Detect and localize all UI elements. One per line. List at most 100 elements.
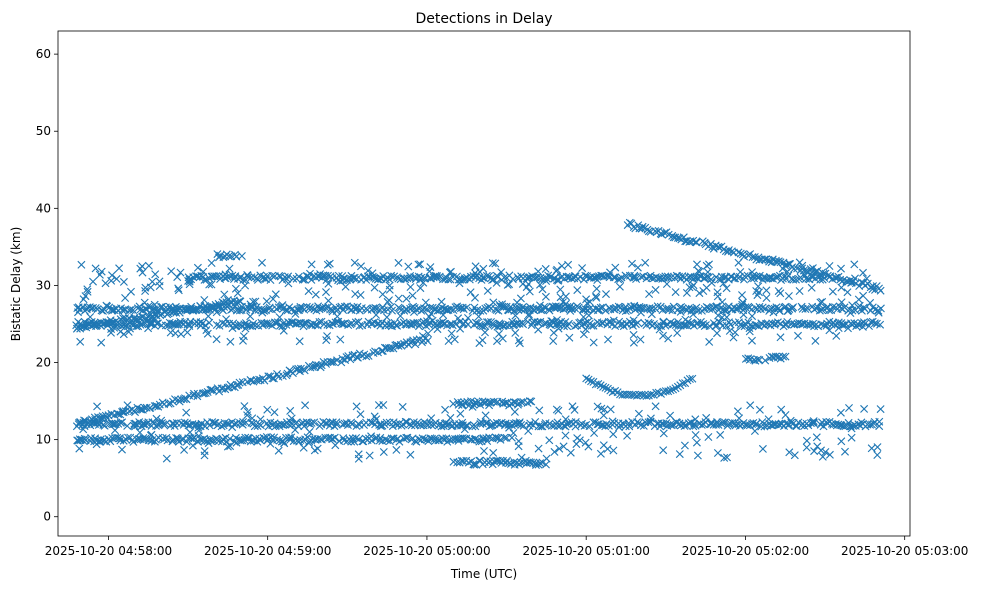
detection-marker [119,277,128,286]
detection-marker [492,278,501,287]
detection-marker [659,429,668,438]
detection-marker [646,417,655,426]
detection-marker [534,422,543,431]
detection-marker [129,315,138,324]
detection-marker [377,422,385,431]
detection-marker [454,436,463,445]
detection-marker [185,277,194,286]
detection-marker [296,364,305,373]
detection-marker [77,435,86,444]
detection-marker [76,337,85,346]
detection-marker [592,293,601,302]
y-tick-label: 10 [36,433,51,447]
detection-marker [570,272,579,280]
detection-marker [632,391,641,400]
detection-marker [749,419,758,427]
detection-marker [769,308,778,317]
detection-marker [311,290,320,299]
detection-marker [268,271,277,280]
detection-marker [832,331,841,340]
detection-marker [525,312,534,320]
detection-marker [652,388,661,397]
detection-marker [536,280,544,289]
detection-marker [519,320,528,329]
detection-marker [790,451,799,460]
detection-marker [423,317,431,326]
detection-marker [681,315,690,324]
detection-marker [736,268,745,276]
detection-marker [332,420,341,429]
detection-marker [637,390,646,399]
detection-marker [248,322,257,331]
detection-marker [488,259,497,268]
detection-marker [511,311,520,320]
detection-marker [333,356,341,365]
detection-marker [260,274,269,283]
detection-marker [148,277,157,286]
detection-marker [365,451,374,460]
detection-marker [553,316,561,324]
detection-marker [406,272,415,280]
detection-marker [874,308,883,317]
detection-marker [136,320,145,329]
detection-marker [536,459,545,468]
detection-marker [409,336,418,345]
detection-marker [621,307,630,315]
detection-marker [454,303,463,312]
detection-marker [748,336,756,345]
detection-marker [483,286,492,295]
detection-marker [185,280,194,289]
detection-marker [427,309,436,318]
detection-marker [584,311,593,320]
detection-marker [256,436,265,445]
detection-marker [818,297,827,306]
detection-marker [541,303,550,312]
detection-marker [631,273,640,282]
detection-marker [792,275,800,284]
detection-marker [83,285,92,294]
detection-marker [177,330,185,339]
detection-marker [263,405,272,414]
detection-marker [205,318,214,327]
detection-marker [271,290,280,299]
detection-marker [241,324,250,333]
detection-marker [131,408,139,417]
detection-marker [766,273,774,282]
detection-marker [636,335,645,344]
detection-marker [188,434,197,443]
detection-marker [873,451,882,459]
detection-marker [453,458,462,467]
detection-marker [481,322,490,331]
detection-marker [801,305,810,313]
detection-marker [362,352,371,361]
detection-marker [783,318,792,326]
detection-marker [182,395,191,404]
detection-marker [330,433,339,442]
detection-marker [262,297,271,306]
detection-marker [836,275,845,284]
detection-marker [596,381,605,390]
detection-marker [258,258,266,267]
detection-marker [130,419,139,428]
detection-marker [89,303,97,312]
detection-marker [82,321,90,330]
detection-marker [748,268,757,277]
detection-marker [869,282,877,291]
detection-marker [139,436,148,444]
detection-marker [689,275,698,283]
detection-marker [91,264,100,273]
detection-marker [581,325,590,334]
detection-marker [793,264,802,273]
detection-marker [180,418,189,427]
detection-marker [505,423,514,432]
detection-marker [847,278,856,287]
detection-marker [573,286,582,295]
detection-marker [531,418,540,426]
detection-marker [481,328,489,337]
detection-marker [775,306,784,315]
detection-marker [597,404,606,413]
detection-marker [204,312,213,321]
detection-marker [655,325,664,334]
detection-marker [593,272,602,281]
detection-marker [581,438,590,447]
